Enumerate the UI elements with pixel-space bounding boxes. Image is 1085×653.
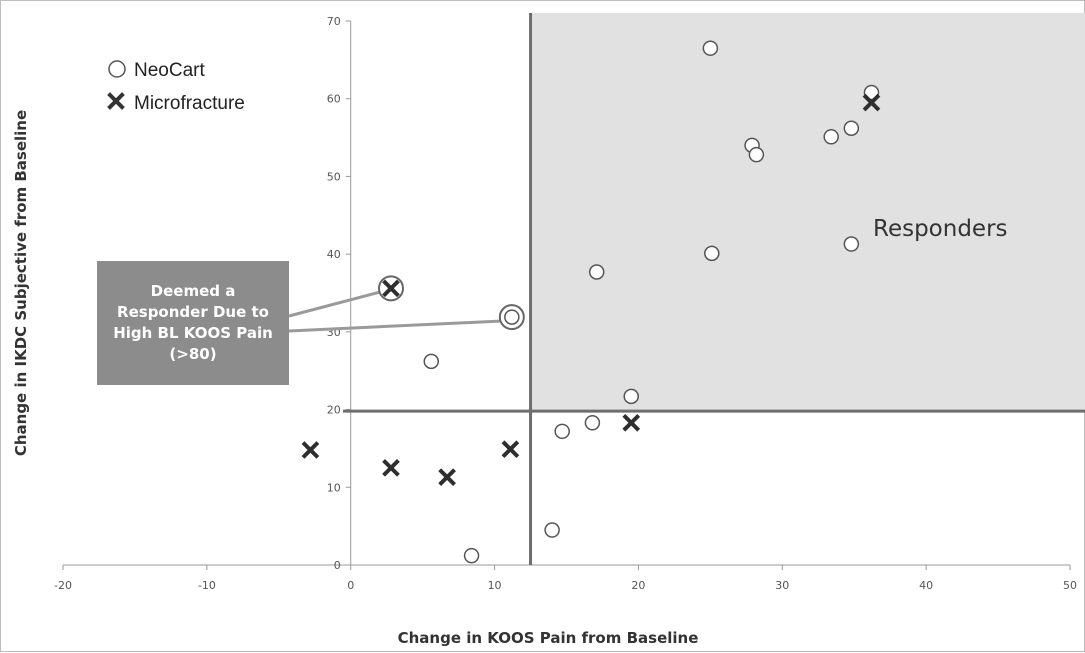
microfracture-stroke [382,279,400,298]
microfracture-point [862,93,881,112]
microfracture-stroke [622,413,641,432]
microfracture-point [301,441,320,459]
threshold-lines [343,13,1085,565]
y-tick-label: 50 [327,170,341,183]
x-tick-label: 40 [919,579,933,592]
callout-box: Deemed a Responder Due to High BL KOOS P… [97,261,289,385]
neocart-point [843,120,860,136]
microfracture-point [438,468,456,487]
x-tick-label: -10 [198,579,216,592]
y-tick-label: 10 [327,481,341,494]
microfracture-point [501,440,520,459]
neocart-point [704,245,720,262]
legend-neocart-marker [108,60,126,78]
y-tick-label: 60 [327,93,341,106]
neocart-point [463,547,480,564]
legend: NeoCart Microfracture [107,60,245,114]
x-tick-label: 50 [1063,579,1077,592]
data-points [301,40,881,564]
legend-microfracture-marker [107,92,125,110]
legend-neocart-label: NeoCart [134,60,205,81]
neocart-point [588,264,605,280]
y-tick-label: 70 [327,15,341,28]
legend-microfracture-label: Microfracture [134,93,245,114]
microfracture-stroke [382,459,400,477]
callout-connector [288,319,500,333]
responders-label: Responders [873,216,1008,242]
y-tick-label: 40 [327,248,341,261]
x-tick-label: 20 [631,579,645,592]
microfracture-stroke [438,468,456,487]
neocart-point [554,423,570,440]
microfracture-stroke [301,441,320,459]
callout-connector-lines [288,290,500,333]
x-tick-label: -20 [54,579,72,592]
neocart-point [584,415,601,431]
x-tick-label: 30 [775,579,789,592]
y-tick-label: 0 [334,559,341,572]
x-tick-label: 0 [347,579,354,592]
neocart-point [623,388,639,405]
microfracture-stroke [501,440,520,459]
neocart-point [702,40,719,56]
callout-connector [288,290,380,318]
neocart-point [843,236,860,252]
y-axis-title: Change in IKDC Subjective from Baseline [12,110,30,456]
microfracture-point [622,413,641,432]
microfracture-point [382,459,400,477]
y-tick-label: 20 [327,404,341,417]
neocart-point [748,146,765,163]
microfracture-point [382,279,400,298]
neocart-point [863,84,880,101]
neocart-point [423,353,440,370]
x-axis-title: Change in KOOS Pain from Baseline [398,629,699,647]
neocart-point [823,129,839,145]
neocart-point [504,309,520,325]
microfracture-stroke [862,93,881,112]
callout-text: Deemed a Responder Due to High BL KOOS P… [113,282,273,363]
responder-region [530,13,1085,412]
x-tick-label: 10 [488,579,502,592]
neocart-point [544,522,560,538]
